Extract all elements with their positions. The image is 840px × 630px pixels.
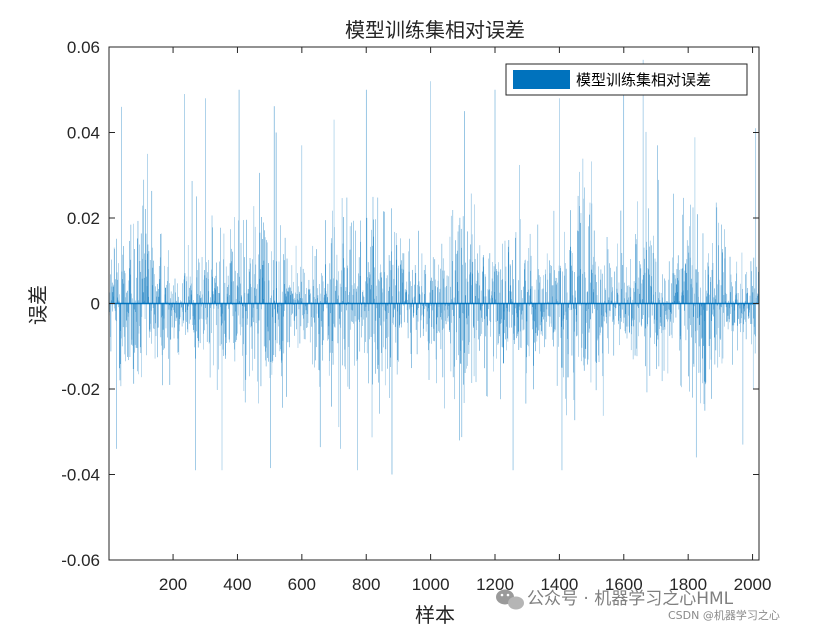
x-tick-label: 1000 bbox=[412, 575, 450, 594]
x-tick-label: 2000 bbox=[734, 575, 772, 594]
x-tick-label: 1200 bbox=[476, 575, 514, 594]
y-tick-label: -0.04 bbox=[61, 466, 100, 485]
y-tick-label: -0.02 bbox=[61, 380, 100, 399]
wechat-icon bbox=[496, 589, 524, 610]
legend-entry-label: 模型训练集相对误差 bbox=[576, 71, 711, 89]
watermark: 公众号 · 机器学习之心HML CSDN @机器学习之心 bbox=[496, 589, 780, 622]
x-tick-label: 200 bbox=[159, 575, 187, 594]
y-axis-label: 误差 bbox=[26, 285, 50, 325]
x-tick-label: 400 bbox=[223, 575, 251, 594]
legend-swatch bbox=[513, 70, 570, 89]
x-axis-label: 样本 bbox=[415, 603, 455, 627]
bar-series bbox=[108, 59, 760, 475]
chart-title: 模型训练集相对误差 bbox=[345, 18, 525, 42]
y-tick-label: 0 bbox=[91, 295, 100, 314]
y-tick-label: 0.06 bbox=[67, 38, 100, 57]
y-tick-label: 0.02 bbox=[67, 209, 100, 228]
x-tick-label: 600 bbox=[288, 575, 316, 594]
watermark-main: 公众号 · 机器学习之心HML bbox=[527, 589, 734, 609]
x-tick-label: 1800 bbox=[669, 575, 707, 594]
y-tick-label: -0.06 bbox=[61, 551, 100, 570]
legend: 模型训练集相对误差 bbox=[505, 63, 748, 96]
x-tick-label: 800 bbox=[352, 575, 380, 594]
x-tick-label: 1600 bbox=[605, 575, 643, 594]
y-tick-label: 0.04 bbox=[67, 124, 100, 143]
y-axis: -0.06 -0.04 -0.02 0 0.02 0.04 0.06 bbox=[61, 38, 759, 570]
watermark-sub: CSDN @机器学习之心 bbox=[668, 608, 780, 622]
x-tick-label: 1400 bbox=[540, 575, 578, 594]
x-axis: 200 400 600 800 1000 1200 1400 1600 1800 2000 bbox=[159, 47, 772, 594]
